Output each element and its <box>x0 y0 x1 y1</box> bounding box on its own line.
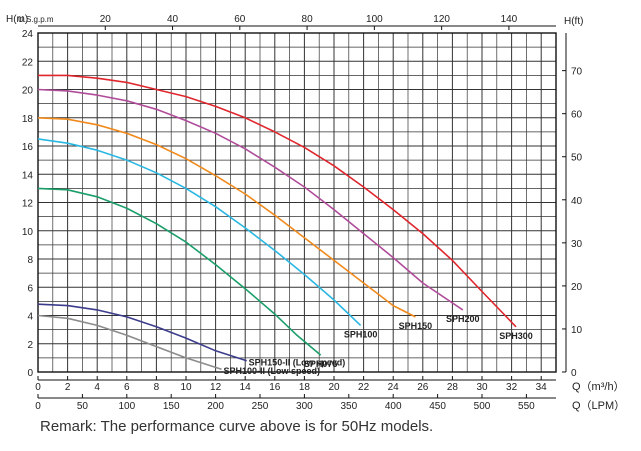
left-tick-label: 16 <box>22 142 34 153</box>
series-label: SPH150 <box>399 321 433 331</box>
bottom-lpm-tick-label: 50 <box>77 401 89 412</box>
top-tick-label: 120 <box>433 14 450 25</box>
bottom-lpm-tick-label: 400 <box>385 401 402 412</box>
bottom-m3h-tick-label: 30 <box>476 382 488 393</box>
bottom-m3h-tick-label: 24 <box>388 382 400 393</box>
left-tick-label: 20 <box>22 86 34 97</box>
bottom-lpm-tick-label: 150 <box>163 401 180 412</box>
right-tick-label: 0 <box>571 368 577 379</box>
series-lines <box>37 74 517 370</box>
bottom-m3h-tick-label: 20 <box>328 382 340 393</box>
series-label: SPH075 <box>304 359 338 369</box>
right-tick-label: 40 <box>571 196 583 207</box>
bottom-m3h-tick-label: 12 <box>210 382 222 393</box>
bottom-lpm-tick-label: 0 <box>35 401 41 412</box>
bottom-m3h-tick-label: 6 <box>124 382 130 393</box>
bottom-m3h-tick-label: 32 <box>506 382 518 393</box>
series-label: SPH300 <box>499 331 533 341</box>
bottom-lpm-tick-label: 250 <box>252 401 269 412</box>
left-tick-label: 0 <box>27 368 33 379</box>
left-tick-label: 8 <box>27 255 33 266</box>
right-tick-label: 20 <box>571 282 583 293</box>
bottom-lpm-tick-label: 200 <box>207 401 224 412</box>
right-axis-title: H(ft) <box>564 16 583 27</box>
bottom-lpm-tick-label: 350 <box>340 401 357 412</box>
right-tick-label: 30 <box>571 239 583 250</box>
top-tick-label: 40 <box>167 14 179 25</box>
series-line-sph075 <box>37 187 322 356</box>
bottom-m3h-tick-label: 18 <box>299 382 311 393</box>
top-tick-label: 80 <box>302 14 314 25</box>
right-tick-label: 10 <box>571 325 583 336</box>
bottom-m3h-axis-title: Q（m³/h） <box>572 380 625 393</box>
series-line-sph100 <box>37 138 362 326</box>
bottom-lpm-tick-label: 450 <box>429 401 446 412</box>
left-tick-label: 24 <box>22 29 34 40</box>
series-line-sph200 <box>37 88 464 311</box>
bottom-m3h-tick-label: 22 <box>358 382 370 393</box>
right-tick-label: 60 <box>571 110 583 121</box>
bottom-lpm-tick-label: 550 <box>518 401 535 412</box>
series-line-sph150-ii-low-speed- <box>37 303 247 362</box>
series-labels: SPH300 SPH200 SPH150 SPH100 SPH075SPH150-II … <box>224 314 533 376</box>
top-tick-label: 60 <box>234 14 246 25</box>
series-line-sph100-ii-low-speed- <box>37 314 222 370</box>
top-tick-label: 20 <box>100 14 112 25</box>
bottom-m3h-tick-label: 8 <box>154 382 160 393</box>
right-tick-label: 50 <box>571 153 583 164</box>
plot-frame <box>37 32 557 373</box>
left-tick-label: 4 <box>27 312 33 323</box>
series-line-sph300 <box>38 74 517 328</box>
bottom-lpm-axis-title: Q（LPM） <box>572 399 625 412</box>
left-tick-label: 6 <box>27 283 33 294</box>
left-tick-label: 2 <box>27 340 33 351</box>
bottom-m3h-tick-label: 16 <box>269 382 281 393</box>
left-tick-label: 18 <box>22 114 34 125</box>
bottom-m3h-tick-label: 4 <box>94 382 100 393</box>
top-axis-title: U.S.g.p.m <box>18 15 54 24</box>
series-label: SPH150-II (Low speed) <box>249 358 346 368</box>
bottom-m3h-tick-label: 34 <box>536 382 548 393</box>
left-tick-label: 10 <box>22 227 34 238</box>
series-label: SPH100-II (Low speed) <box>224 366 321 376</box>
bottom-lpm-tick-label: 500 <box>474 401 491 412</box>
series-line-sph150 <box>37 117 416 318</box>
bottom-m3h-tick-label: 10 <box>180 382 192 393</box>
remark-text: Remark: The performance curve above is f… <box>40 418 434 435</box>
bottom-lpm-tick-label: 100 <box>118 401 135 412</box>
top-tick-label: 140 <box>501 14 518 25</box>
bottom-m3h-tick-label: 28 <box>447 382 459 393</box>
left-tick-label: 22 <box>22 57 34 68</box>
bottom-m3h-tick-label: 14 <box>240 382 252 393</box>
left-axis-title: H(m) <box>6 14 28 25</box>
bottom-m3h-tick-label: 26 <box>417 382 429 393</box>
left-tick-label: 14 <box>22 170 34 181</box>
top-tick-label: 100 <box>366 14 383 25</box>
right-tick-label: 70 <box>571 67 583 78</box>
series-label: SPH100 <box>344 329 378 339</box>
bottom-m3h-tick-label: 0 <box>35 382 41 393</box>
series-label: SPH200 <box>446 314 480 324</box>
bottom-lpm-tick-label: 300 <box>296 401 313 412</box>
bottom-m3h-tick-label: 2 <box>65 382 71 393</box>
left-tick-label: 12 <box>22 199 34 210</box>
